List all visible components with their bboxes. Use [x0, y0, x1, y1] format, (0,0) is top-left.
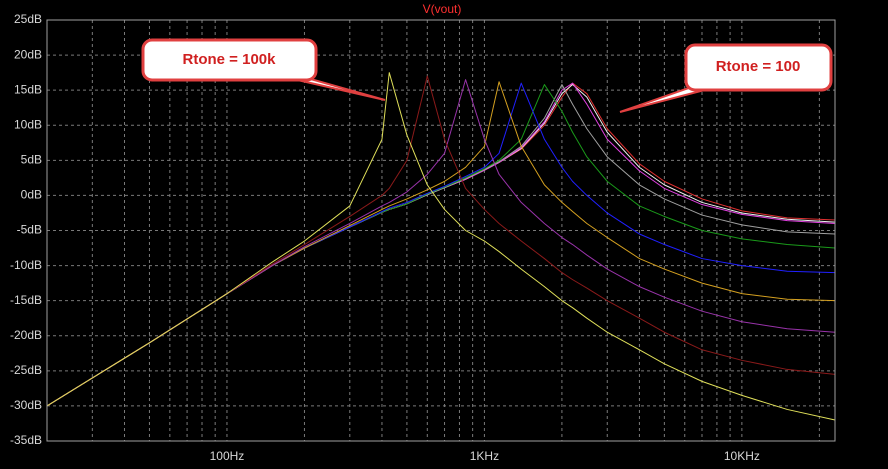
y-tick-label: 15dB — [14, 82, 42, 96]
y-tick-label: 20dB — [14, 47, 42, 61]
x-tick-label: 100Hz — [210, 449, 245, 463]
callout-box — [141, 38, 318, 82]
x-tick-label: 1KHz — [470, 449, 499, 463]
callout-box — [684, 43, 833, 92]
plot-lines — [46, 72, 836, 421]
y-tick-label: -5dB — [17, 223, 42, 237]
y-tick-label: -30dB — [10, 398, 42, 412]
series-line — [46, 79, 836, 407]
y-tick-label: -35dB — [10, 433, 42, 447]
y-tick-label: 25dB — [14, 12, 42, 26]
callout: Rtone = 100k — [141, 38, 386, 101]
annotation: Rtone = 100k — [183, 51, 277, 68]
series-line — [46, 72, 836, 421]
y-tick-label: 0dB — [21, 188, 42, 202]
x-tick-label: 10KHz — [724, 449, 760, 463]
y-tick-label: -15dB — [10, 293, 42, 307]
y-tick-label: -20dB — [10, 328, 42, 342]
tick-labels: -35dB -30dB -25dB -20dB -15dB -10dB -5dB 0dB 5dB… — [10, 12, 760, 463]
series-line — [46, 75, 836, 407]
chart-title: V(vout) — [423, 2, 462, 16]
y-tick-label: -10dB — [10, 258, 42, 272]
y-tick-label: 10dB — [14, 117, 42, 131]
y-tick-label: -25dB — [10, 363, 42, 377]
annotation: Rtone = 100 — [716, 58, 801, 75]
plot-frame — [46, 19, 836, 442]
y-tick-label: 5dB — [21, 153, 42, 167]
series-line — [46, 81, 836, 407]
callout: Rtone = 100 — [619, 43, 833, 113]
